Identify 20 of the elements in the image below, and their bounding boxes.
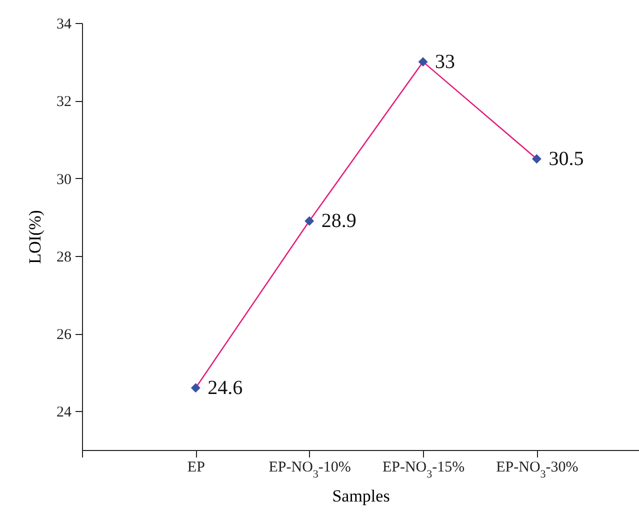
y-tick-label: 30 — [56, 172, 72, 188]
point — [304, 216, 314, 226]
x-tick-label: EP-NO$_{3}$-30% — [496, 460, 578, 480]
x-tick-label: EP-NO$_{3}$-15% — [382, 460, 465, 480]
point — [532, 154, 542, 164]
y-axis-title: LOI(%) — [26, 210, 44, 264]
y-tick-label: 26 — [56, 327, 72, 344]
x-axis-title: Samples — [332, 486, 390, 506]
data-label: 28.9 — [321, 210, 356, 232]
y-tick-label: 28 — [56, 249, 72, 266]
data-label: 33 — [435, 50, 456, 73]
data-label: 30.5 — [548, 148, 584, 170]
y-tick-label: 32 — [56, 94, 72, 110]
x-tick-label: EP-NO$_{3}$-10% — [268, 460, 351, 480]
y-tick-label: 24 — [56, 404, 72, 421]
point — [418, 57, 428, 67]
x-tick-label: EP — [187, 460, 205, 476]
y-tick-label: 34 — [56, 16, 72, 32]
point — [190, 383, 200, 393]
data-label: 24.6 — [208, 376, 243, 399]
